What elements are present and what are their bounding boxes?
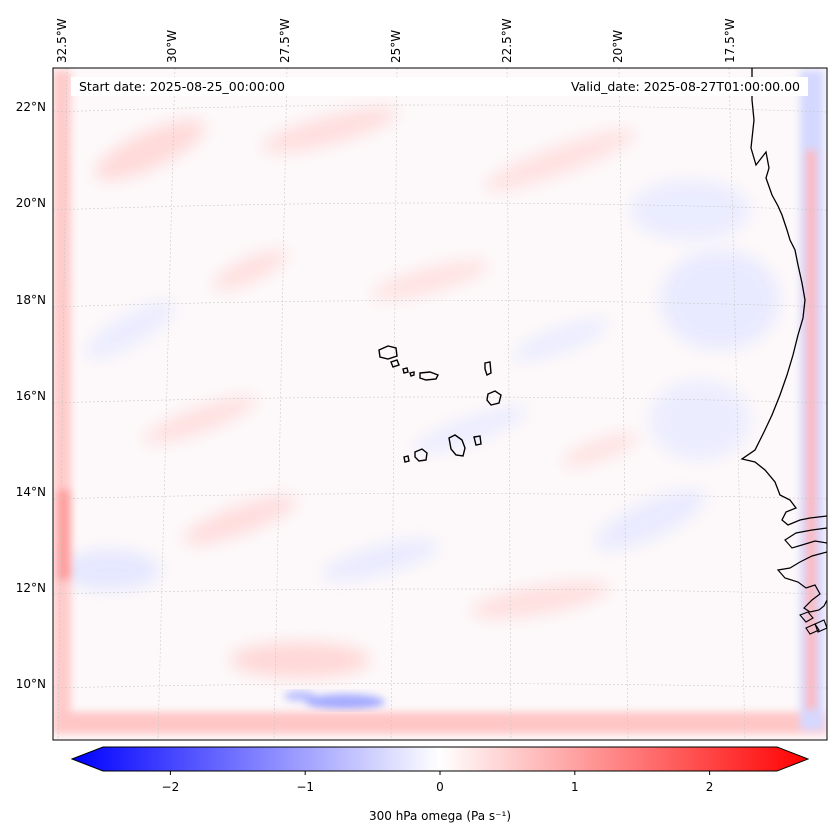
lon-label-25w: 25°W <box>389 30 403 63</box>
island-fogo <box>414 448 428 462</box>
lat-label-16n: 16°N <box>16 389 46 403</box>
colorbar: −2 −1 0 1 2 300 hPa omega (Pa s⁻¹) <box>70 746 810 823</box>
colorbar-bar <box>70 746 810 772</box>
start-date-label: Start date: 2025-08-25_00:00:00 <box>79 79 285 94</box>
colorbar-tick-label: 1 <box>571 780 579 794</box>
lon-label-27-5w: 27.5°W <box>278 18 292 63</box>
lat-label-20n: 20°N <box>16 196 46 210</box>
coastline-island <box>814 619 827 633</box>
coastline-gambia <box>784 527 827 549</box>
island-brava <box>403 455 410 463</box>
cape-verde-islands <box>378 345 502 463</box>
valid-date-label: Valid_date: 2025-08-27T01:00:00.00 <box>571 79 800 94</box>
longitude-labels: 32.5°W 30°W 27.5°W 25°W 22.5°W 20°W 17.5… <box>55 18 737 63</box>
island-boa-vista <box>486 390 502 406</box>
island-sao-vicente <box>390 359 400 368</box>
island-santo-antao <box>378 345 398 360</box>
coastline-island <box>799 611 814 623</box>
lon-label-30w: 30°W <box>165 30 179 63</box>
island-islet <box>409 371 415 377</box>
coastline-africa <box>740 68 827 526</box>
island-sal <box>484 361 492 376</box>
island-maio <box>473 435 482 446</box>
colorbar-tick-label: 2 <box>706 780 714 794</box>
coastline-island <box>805 623 820 635</box>
lon-label-17-5w: 17.5°W <box>723 18 737 63</box>
map-frame <box>52 67 828 741</box>
lat-label-12n: 12°N <box>16 581 46 595</box>
colorbar-tick-label: 0 <box>436 780 444 794</box>
colorbar-label: 300 hPa omega (Pa s⁻¹) <box>369 809 511 823</box>
island-sao-nicolau <box>419 371 439 381</box>
lat-label-14n: 14°N <box>16 485 46 499</box>
lat-label-10n: 10°N <box>16 677 46 691</box>
island-santiago <box>448 434 466 457</box>
latitude-labels: 22°N 20°N 18°N 16°N 14°N 12°N 10°N <box>16 100 46 691</box>
coastline-guinea-bissau <box>776 551 827 613</box>
lat-label-18n: 18°N <box>16 293 46 307</box>
lat-label-22n: 22°N <box>16 100 46 114</box>
lon-label-32-5w: 32.5°W <box>55 18 69 63</box>
graticule <box>53 68 827 740</box>
header-band <box>71 77 808 96</box>
colorbar-tick-label: −2 <box>162 780 180 794</box>
lon-label-20w: 20°W <box>611 30 625 63</box>
island-santa-luzia <box>402 367 409 374</box>
colorbar-ticks: −2 −1 0 1 2 <box>162 771 714 794</box>
map-panel[interactable]: Start date: 2025-08-25_00:00:00 Valid_da… <box>53 68 827 740</box>
colorbar-tick-label: −1 <box>296 780 314 794</box>
lon-label-22-5w: 22.5°W <box>500 18 514 63</box>
